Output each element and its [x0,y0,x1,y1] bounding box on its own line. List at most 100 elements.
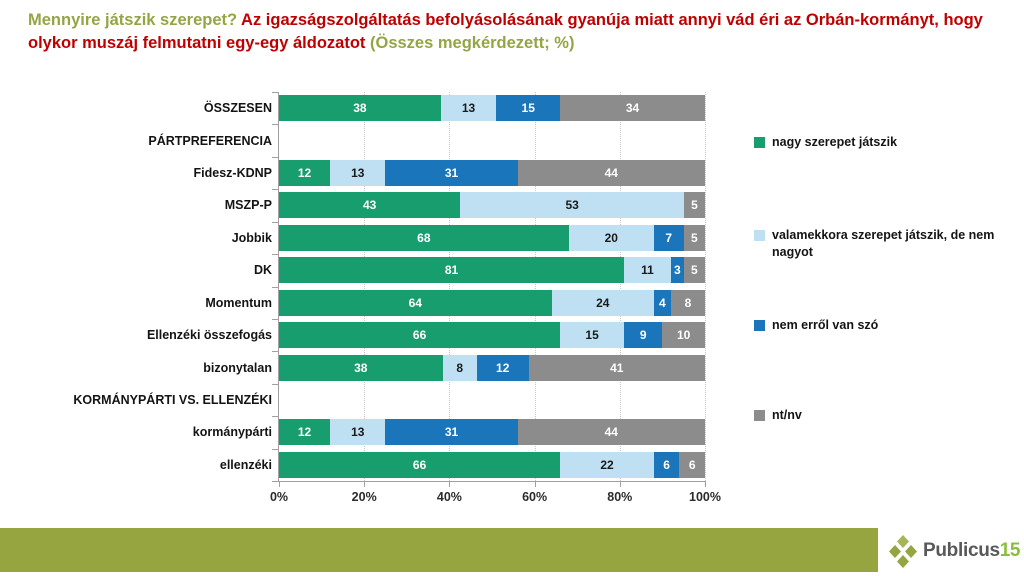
legend-swatch [754,230,765,241]
bar-row: 12 13 31 44 [279,419,705,446]
bar-segment: 41 [528,354,705,381]
x-axis-tick [534,481,536,487]
gridline-40 [449,92,451,481]
y-axis-tick [272,416,278,418]
bar-value-label: 15 [585,328,599,343]
bar-segment: 34 [560,95,705,122]
bar-row: 43 53 5 [279,192,705,219]
gridline-100 [705,92,706,481]
gridline-20 [364,92,366,481]
x-axis-label: 100% [689,490,721,504]
x-axis-label: 0% [269,490,289,504]
bar-segment: 6 [653,451,680,478]
bar-segment: 6 [679,451,705,478]
bar-value-label: 22 [600,457,614,472]
bar-segment: 13 [330,419,386,446]
y-axis-tick [272,481,278,482]
y-axis-tick [272,286,278,288]
bar-segment: 13 [440,95,497,122]
bar-value-label: 3 [673,263,681,278]
legend-label: nt/nv [772,408,802,422]
bar-value-label: 13 [461,101,476,116]
row-label: MSZP-P [224,198,272,213]
bar-segment: 15 [560,322,625,349]
x-axis-tick [619,481,621,487]
bar-value-label: 68 [417,230,431,245]
bar-segment: 7 [653,224,684,251]
logo-number: 15 [999,540,1021,561]
bar-value-label: 41 [610,360,624,375]
y-axis-tick [272,383,278,385]
legend-item: nem erről van szó [754,317,1016,334]
bar-segment: 3 [670,257,684,284]
x-axis-tick [279,481,280,487]
title-statement: Az igazságszolgáltatás befolyásolásának … [28,11,983,53]
bar-value-label: 8 [684,295,692,310]
y-axis-line [278,92,279,481]
bar-value-label: 66 [412,457,427,472]
bar-row: 12 13 31 44 [279,160,705,187]
y-axis-tick [272,221,278,223]
gridline-80 [619,92,621,481]
bar-segment: 4 [653,289,671,316]
bar-row: 66 22 6 6 [279,451,705,478]
bar-value-label: 13 [351,425,365,440]
bar-segment: 66 [279,322,561,349]
bar-value-label: 31 [444,425,459,440]
bar-segment: 12 [279,160,331,187]
bar-segment: 5 [683,257,705,284]
bar-value-label: 64 [408,295,422,310]
bar-value-label: 12 [297,425,312,440]
y-axis-tick [272,189,278,191]
bar-segment: 53 [460,192,684,219]
bar-segment: 12 [476,354,529,381]
bar-row: 38 8 12 41 [279,354,705,381]
x-axis-label: 80% [607,490,633,504]
bar-segment: 81 [279,257,625,284]
publicus-diamond-icon [889,534,917,568]
bar-segment: 8 [670,289,705,316]
bar-row: 64 24 4 8 [279,289,705,316]
bar-segment: 22 [560,451,654,478]
bar-value-label: 44 [604,166,618,181]
bar-value-label: 43 [363,198,377,213]
bar-segment: 13 [330,160,386,187]
bar-value-label: 12 [297,166,312,181]
bar-value-label: 20 [604,230,618,245]
bar-segment: 38 [279,354,443,381]
y-axis-tick [272,351,278,353]
x-axis-label: 20% [351,490,377,504]
gridline-60 [534,92,536,481]
bar-value-label: 10 [676,328,691,343]
bar-row: 81 11 3 5 [279,257,705,284]
bar-segment: 9 [624,322,663,349]
legend-item: nagy szerepet játszik [754,134,1016,151]
bar-value-label: 81 [444,263,459,278]
y-axis-tick [272,92,278,93]
section-header-label: KORMÁNYPÁRTI VS. ELLENZÉKI [73,392,272,407]
logo-wordmark: Publicus [923,540,1000,561]
y-axis-tick [272,448,278,450]
bar-segment: 31 [385,419,518,446]
y-axis-tick [272,254,278,256]
bar-segment: 44 [517,419,705,446]
publicus-logo: Publicus 15 [888,531,1020,571]
bar-value-label: 24 [596,295,610,310]
row-label: bizonytalan [203,360,272,375]
x-axis-line [273,481,705,482]
bar-value-label: 66 [412,328,427,343]
bar-segment: 24 [551,289,654,316]
bar-value-label: 6 [663,457,670,472]
bar-value-label: 15 [521,101,535,116]
bar-segment: 68 [279,224,569,251]
bar-segment: 12 [279,419,331,446]
y-axis-tick [272,156,278,158]
bar-segment: 38 [279,95,441,122]
bar-segment: 20 [568,224,654,251]
row-label: ellenzéki [219,457,272,472]
legend-swatch [754,410,765,421]
row-label: DK [253,263,272,278]
bar-segment: 44 [517,160,705,187]
bar-value-label: 34 [625,101,640,116]
bar-segment: 10 [662,322,705,349]
